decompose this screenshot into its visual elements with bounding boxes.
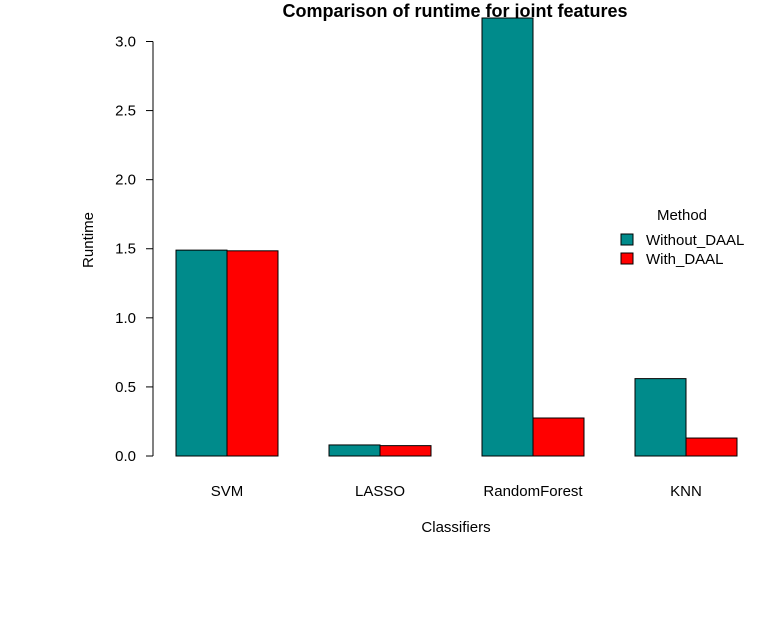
y-tick-label: 0.0 xyxy=(115,448,136,465)
legend: Method Without_DAAL With_DAAL xyxy=(620,207,744,268)
y-tick-label: 3.0 xyxy=(115,33,136,50)
legend-swatch xyxy=(620,233,634,246)
bar-knn-without-daal xyxy=(634,378,687,457)
bar-svm-with-daal xyxy=(226,250,279,457)
x-tick-label: RandomForest xyxy=(483,483,583,500)
bar-lasso-with-daal xyxy=(379,445,432,457)
y-tick-label: 2.5 xyxy=(115,103,136,120)
bar-lasso-without-daal xyxy=(328,444,381,457)
legend-entry-label: With_DAAL xyxy=(646,251,724,268)
y-tick-label: 1.5 xyxy=(115,241,136,258)
y-tick-label: 2.0 xyxy=(115,172,136,189)
chart-title: Comparison of runtime for joint features xyxy=(282,1,627,21)
y-tick-label: 0.5 xyxy=(115,379,136,396)
x-tick-label: LASSO xyxy=(355,483,405,500)
legend-title: Method xyxy=(657,207,707,224)
bar-knn-with-daal xyxy=(685,437,738,457)
bars xyxy=(175,17,738,457)
x-axis-label: Classifiers xyxy=(421,519,490,536)
y-axis-label: Runtime xyxy=(80,212,97,268)
y-tick-label: 1.0 xyxy=(115,310,136,327)
bar-svm-without-daal xyxy=(175,249,228,457)
bar-randomforest-without-daal xyxy=(481,17,534,457)
legend-swatch xyxy=(620,252,634,265)
y-axis: 0.0 0.5 1.0 1.5 2.0 2.5 3.0 xyxy=(115,33,154,465)
x-tick-labels: SVM LASSO RandomForest KNN xyxy=(211,483,702,500)
bar-randomforest-with-daal xyxy=(532,417,585,457)
x-tick-label: SVM xyxy=(211,483,244,500)
x-tick-label: KNN xyxy=(670,483,702,500)
legend-entry-label: Without_DAAL xyxy=(646,232,744,249)
